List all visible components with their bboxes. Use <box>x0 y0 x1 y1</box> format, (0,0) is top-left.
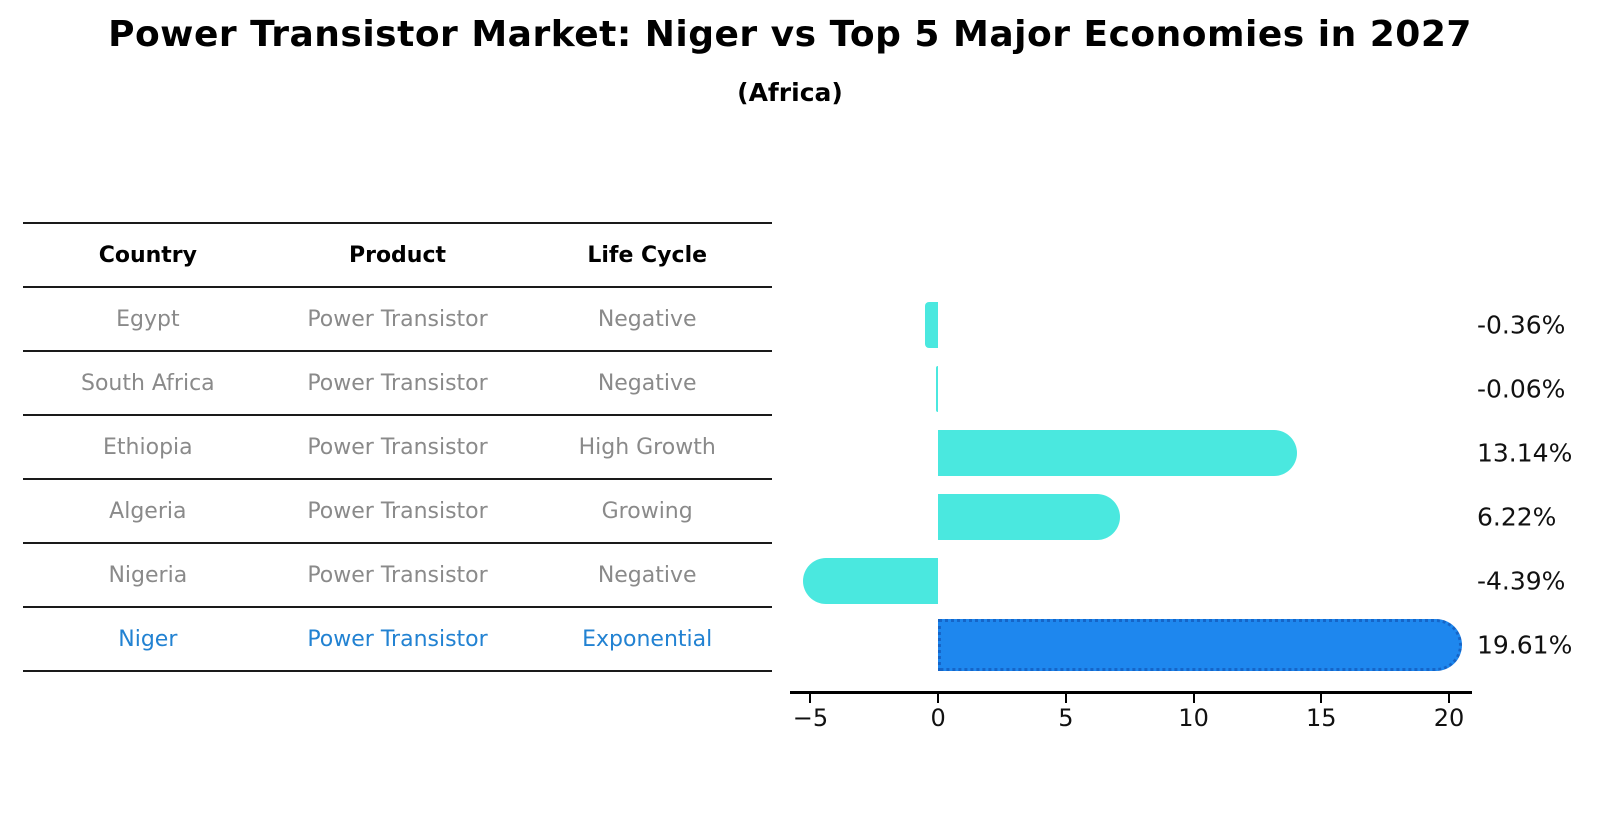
x-axis-line <box>790 691 1472 694</box>
table-row: Algeria Power Transistor Growing <box>23 480 772 544</box>
value-label: 19.61% <box>1477 630 1573 660</box>
chart-subtitle: (Africa) <box>737 78 843 107</box>
cell-country: Ethiopia <box>103 434 193 460</box>
cell-product: Power Transistor <box>307 626 488 652</box>
table-row: Ethiopia Power Transistor High Growth <box>23 416 772 480</box>
bar <box>938 430 1297 476</box>
x-tick <box>1320 694 1323 703</box>
header-cell-country: Country <box>98 242 197 268</box>
cell-product: Power Transistor <box>307 434 488 460</box>
value-label: 13.14% <box>1477 438 1573 468</box>
cell-life-cycle: Negative <box>597 306 697 332</box>
table-body: Egypt Power Transistor Negative South Afric… <box>23 288 772 672</box>
cell-life-cycle: Exponential <box>582 626 713 652</box>
comparison-table: Country Product Life Cycle Egypt Power Tran… <box>23 222 772 672</box>
x-tick-label: 5 <box>1058 704 1074 732</box>
table-row: Niger Power Transistor Exponential <box>23 608 772 672</box>
x-tick-label: −5 <box>792 704 829 732</box>
table-row: South Africa Power Transistor Negative <box>23 352 772 416</box>
cell-product: Power Transistor <box>307 562 488 588</box>
table-row: Egypt Power Transistor Negative <box>23 288 772 352</box>
value-label: -0.06% <box>1477 374 1566 404</box>
chart-title: Power Transistor Market: Niger vs Top 5 … <box>108 14 1472 55</box>
x-tick <box>809 694 812 703</box>
value-label: -0.36% <box>1477 310 1566 340</box>
cell-life-cycle: High Growth <box>578 434 716 460</box>
header-cell-product: Product <box>348 242 447 268</box>
bar <box>924 302 939 348</box>
cell-country: Nigeria <box>108 562 188 588</box>
cell-country: Egypt <box>116 306 180 332</box>
cell-product: Power Transistor <box>307 306 488 332</box>
cell-life-cycle: Negative <box>597 370 697 396</box>
bar <box>803 558 939 604</box>
cell-country: Niger <box>118 626 178 652</box>
x-tick-label: 10 <box>1178 704 1209 732</box>
x-tick <box>1192 694 1195 703</box>
x-tick <box>937 694 940 703</box>
bar-highlight-niger <box>938 619 1463 671</box>
cell-product: Power Transistor <box>307 370 488 396</box>
x-tick-label: 20 <box>1433 704 1465 732</box>
cell-product: Power Transistor <box>307 498 488 524</box>
bar <box>938 494 1121 540</box>
header-cell-life-cycle: Life Cycle <box>587 242 708 268</box>
x-tick-label: 15 <box>1306 704 1337 732</box>
cell-country: Algeria <box>109 498 187 524</box>
x-tick-label: 0 <box>930 704 946 732</box>
cell-life-cycle: Negative <box>597 562 697 588</box>
x-tick <box>1448 694 1450 703</box>
x-tick <box>1064 694 1067 703</box>
table-header-row: Country Product Life Cycle <box>23 222 772 288</box>
table-row: Nigeria Power Transistor Negative <box>23 544 772 608</box>
value-label: -4.39% <box>1477 566 1566 596</box>
bar <box>935 366 939 412</box>
cell-country: South Africa <box>80 370 215 396</box>
value-label: 6.22% <box>1477 502 1557 532</box>
cell-life-cycle: Growing <box>601 498 693 524</box>
